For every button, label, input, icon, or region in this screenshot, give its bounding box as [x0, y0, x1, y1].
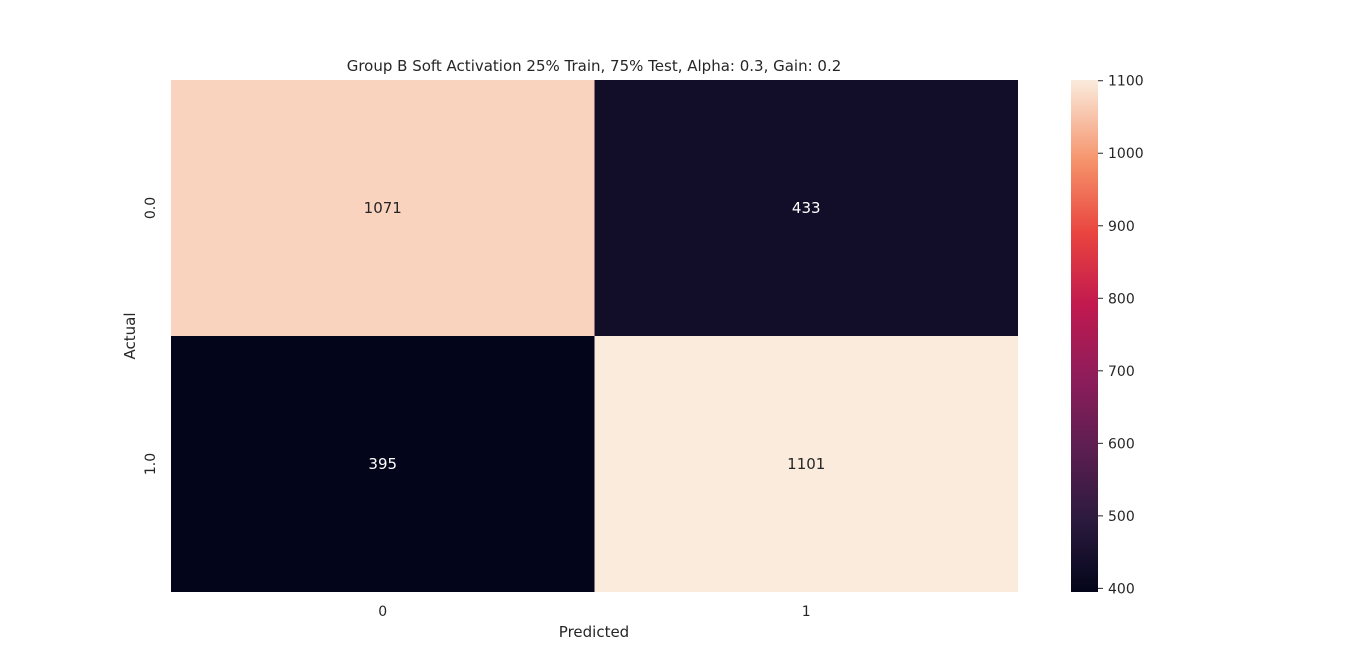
y-axis-label: Actual [121, 313, 139, 360]
x-axis-label: Predicted [559, 623, 629, 641]
colorbar-ticks: 400 500 600 700 800 900 1000 1100 [1098, 74, 1144, 597]
colorbar-tick-label: 800 [1108, 291, 1135, 307]
chart-title: Group B Soft Activation 25% Train, 75% T… [347, 57, 842, 75]
heatmap-cells [171, 80, 1018, 592]
heatmap-cell [171, 80, 595, 336]
heatmap-cell [171, 336, 595, 592]
x-tick-label: 1 [802, 604, 811, 620]
cell-value-label: 395 [368, 455, 397, 473]
heatmap-cell-labels: 1071 433 395 1101 [364, 199, 826, 473]
colorbar-tick-label: 900 [1108, 219, 1135, 235]
colorbar-tick-label: 700 [1108, 364, 1135, 380]
cell-value-label: 433 [792, 199, 821, 217]
cell-value-label: 1101 [787, 455, 825, 473]
colorbar-tick-label: 500 [1108, 509, 1135, 525]
colorbar-tick-label: 600 [1108, 436, 1135, 452]
colorbar-tick-label: 1000 [1108, 146, 1144, 162]
cell-value-label: 1071 [364, 199, 402, 217]
colorbar-tick-label: 400 [1108, 581, 1135, 597]
x-tick-label: 0 [378, 604, 387, 620]
heatmap-cell [594, 80, 1018, 336]
y-tick-label: 0.0 [143, 197, 159, 219]
heatmap-cell [594, 336, 1018, 592]
colorbar-tick-label: 1100 [1108, 74, 1144, 90]
y-tick-labels: 0.0 1.0 [143, 197, 159, 475]
colorbar [1071, 80, 1098, 592]
y-tick-label: 1.0 [143, 453, 159, 475]
